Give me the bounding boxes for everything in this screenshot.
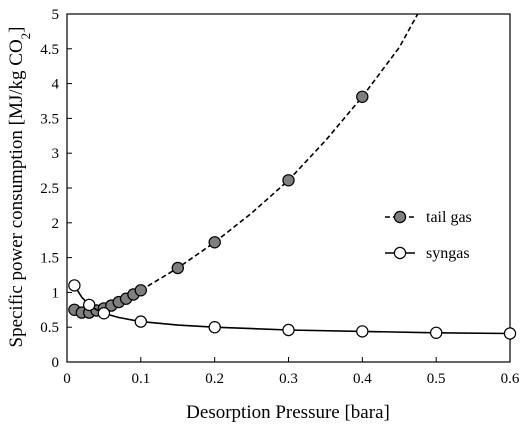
y-tick-label: 3.5 (40, 111, 59, 127)
legend-label: syngas (426, 245, 470, 262)
x-tick-label: 0.6 (501, 371, 520, 387)
y-axis-title-main: Specific power consumption [MJ/kg CO (6, 39, 27, 347)
data-point (430, 326, 443, 339)
y-tick-label: 0 (52, 355, 60, 371)
y-tick-label: 4 (52, 77, 60, 93)
data-point (208, 236, 221, 249)
data-point (503, 327, 517, 340)
x-tick-label: 0.5 (427, 371, 446, 387)
data-point (82, 298, 96, 312)
y-axis-ticks: 0 0.5 1 1.5 2 2.5 3 3.5 4 4.5 5 (40, 7, 72, 371)
data-point (171, 261, 184, 275)
y-tick-label: 3 (52, 146, 60, 162)
legend-label: tail gas (426, 209, 472, 226)
legend: tail gas syngas (385, 209, 472, 262)
x-tick-label: 0 (63, 371, 71, 387)
x-tick-label: 0.4 (353, 371, 372, 387)
y-axis-title-subscript: 2 (18, 33, 33, 40)
legend-marker (393, 210, 407, 224)
y-axis-title: Specific power consumption [MJ/kg CO2] (6, 26, 33, 347)
series-layer (68, 13, 517, 340)
y-tick-label: 5 (52, 7, 60, 23)
x-axis-title: Desorption Pressure [bara] (186, 402, 390, 423)
data-point (356, 325, 369, 338)
y-tick-label: 2.5 (40, 181, 59, 197)
data-point (282, 174, 295, 187)
data-point (97, 307, 111, 320)
x-tick-label: 0.2 (205, 371, 224, 387)
data-point (282, 323, 295, 337)
plot-frame (66, 13, 511, 363)
series-tail-gas (68, 13, 419, 319)
x-tick-label: 0.1 (131, 371, 150, 387)
data-point (356, 90, 369, 104)
data-point (134, 315, 147, 328)
data-point (208, 321, 221, 334)
legend-marker (393, 246, 407, 260)
plot-area (66, 13, 511, 363)
data-point (68, 279, 81, 292)
series-syngas (68, 279, 517, 340)
data-point (134, 284, 147, 297)
y-tick-label: 1 (52, 285, 60, 301)
x-tick-label: 0.3 (279, 371, 298, 387)
x-axis-ticks: 0 0.1 0.2 0.3 0.4 0.5 0.6 (63, 357, 520, 387)
y-tick-label: 0.5 (40, 320, 59, 336)
y-tick-label: 1.5 (40, 251, 59, 267)
y-tick-label: 4.5 (40, 42, 59, 58)
y-axis-title-end: ] (6, 26, 27, 32)
y-tick-label: 2 (52, 216, 60, 232)
series-line (74, 13, 419, 314)
